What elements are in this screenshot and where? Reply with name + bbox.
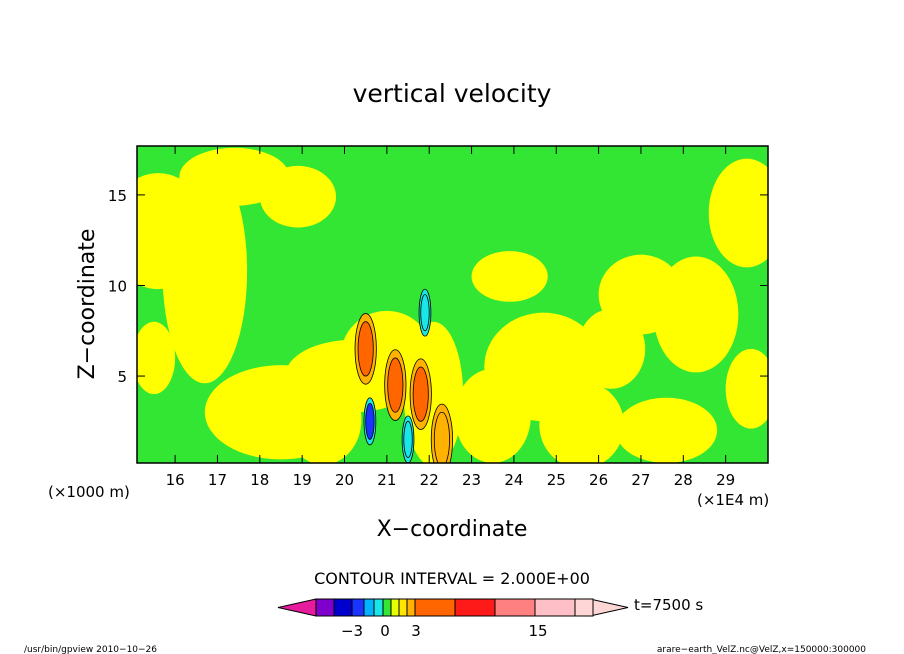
y-tick-label: 5 <box>117 368 127 386</box>
x-tick-label: 22 <box>420 471 439 489</box>
x-tick-label: 29 <box>716 471 735 489</box>
colorbar-swatch <box>406 598 416 617</box>
colorbar-swatch <box>390 598 400 617</box>
y-unit-label: (×1000 m) <box>48 483 130 501</box>
core-inner <box>365 402 375 440</box>
colorbar-swatch <box>351 598 365 617</box>
x-tick-label: 23 <box>462 471 481 489</box>
colorbar: −3 0 3 15 <box>277 598 629 640</box>
x-tick-label: 16 <box>166 471 185 489</box>
x-tick-label: 27 <box>631 471 650 489</box>
colorbar-swatch <box>494 598 536 617</box>
colorbar-swatch <box>382 598 392 617</box>
core-regions <box>354 288 453 463</box>
chart-title: vertical velocity <box>353 79 552 108</box>
contour-field <box>137 146 768 463</box>
colorbar-swatch <box>534 598 576 617</box>
x-tick-label: 21 <box>377 471 396 489</box>
core-inner <box>387 357 404 413</box>
core-inner <box>403 420 413 458</box>
colorbar-low-arrow <box>277 598 317 617</box>
core-inner <box>357 321 374 377</box>
x-tick-label: 19 <box>293 471 312 489</box>
y-axis-label: Z−coordinate <box>75 229 100 380</box>
x-axis-label: X−coordinate <box>377 517 528 542</box>
colorbar-swatch <box>454 598 496 617</box>
x-tick-label: 24 <box>504 471 523 489</box>
positive-region <box>725 348 768 429</box>
colorbar-tick-label: −3 <box>341 622 363 640</box>
core-inner <box>412 366 429 422</box>
colorbar-swatch <box>574 598 594 617</box>
positive-region <box>653 256 739 373</box>
core-inner <box>420 294 430 332</box>
x-tick-label: 28 <box>674 471 693 489</box>
colorbar-swatch <box>398 598 408 617</box>
x-unit-label: (×1E4 m) <box>697 491 769 509</box>
colorbar-swatch <box>414 598 456 617</box>
colorbar-swatch <box>315 598 335 617</box>
positive-region <box>259 165 337 228</box>
x-tick-label: 26 <box>589 471 608 489</box>
colorbar-swatch <box>333 598 353 617</box>
x-tick-label: 20 <box>335 471 354 489</box>
positive-region <box>615 397 718 463</box>
plot-frame <box>136 145 769 464</box>
y-tick-label: 10 <box>108 277 127 295</box>
positive-region <box>137 321 176 395</box>
positive-region <box>708 158 768 268</box>
footer-left: /usr/bin/gpview 2010−10−26 <box>24 645 157 654</box>
colorbar-high-arrow <box>589 598 629 617</box>
colorbar-tick-label: 15 <box>528 622 547 640</box>
core-inner <box>433 411 450 463</box>
x-tick-label: 17 <box>208 471 227 489</box>
colorbar-swatch <box>373 598 384 617</box>
positive-region <box>162 158 248 384</box>
colorbar-tick-label: 3 <box>411 622 421 640</box>
x-axis: 16 17 18 19 20 21 22 23 24 25 26 27 28 29 <box>166 146 735 489</box>
footer-right: arare−earth_VelZ.nc@VelZ,x=150000:300000 <box>657 645 866 654</box>
x-tick-label: 18 <box>250 471 269 489</box>
y-tick-label: 15 <box>108 187 127 205</box>
time-label: t=7500 s <box>634 596 703 614</box>
colorbar-swatch <box>363 598 375 617</box>
colorbar-tick-label: 0 <box>380 622 390 640</box>
contour-interval: CONTOUR INTERVAL = 2.000E+00 <box>314 569 590 588</box>
x-tick-label: 25 <box>547 471 566 489</box>
positive-region <box>539 381 625 463</box>
y-axis: 5 10 15 <box>108 187 768 386</box>
positive-region <box>471 251 548 302</box>
